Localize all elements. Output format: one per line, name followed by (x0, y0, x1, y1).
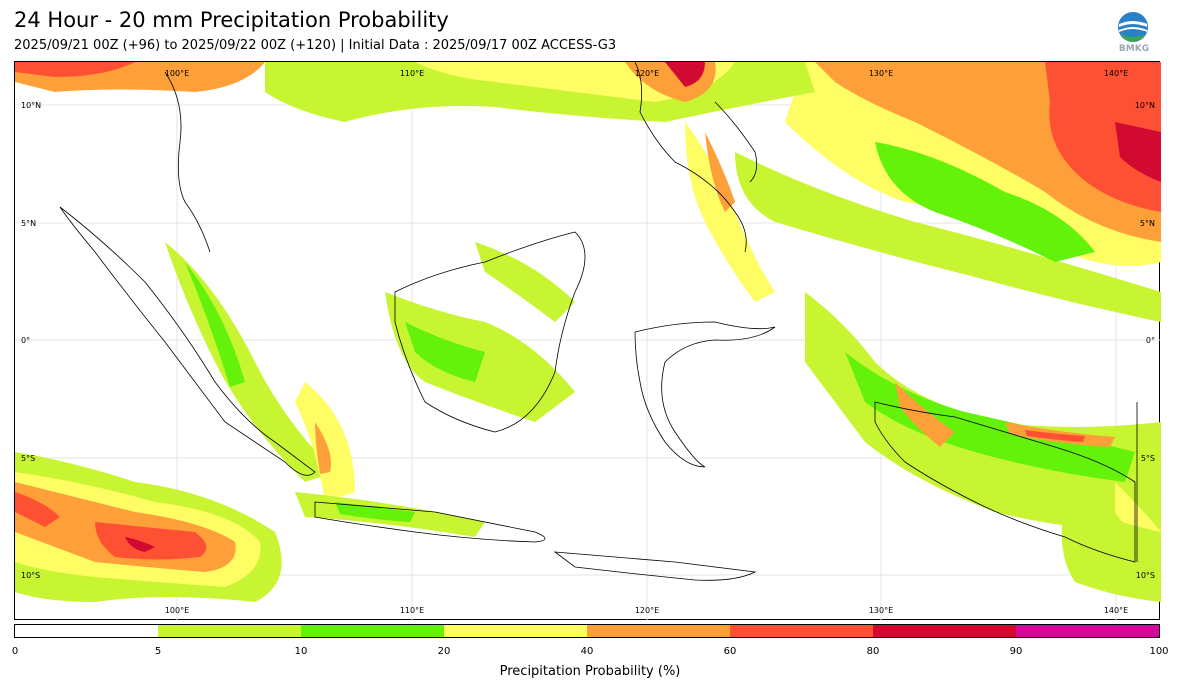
lon-label: 130°E (869, 69, 893, 78)
colorbar (14, 624, 1160, 638)
lon-labels-top: 100°E 110°E 120°E 130°E 140°E (165, 69, 1128, 78)
lat-label: 0° (21, 336, 30, 345)
colorbar-segment (1016, 625, 1159, 637)
lat-label: 10°N (1135, 101, 1155, 110)
lat-label: 10°S (1136, 571, 1155, 580)
colorbar-segment (158, 625, 301, 637)
lon-label: 110°E (400, 69, 424, 78)
colorbar-tick-label: 20 (437, 646, 451, 657)
lat-label: 5°S (1141, 454, 1155, 463)
lon-label: 140°E (1104, 69, 1128, 78)
colorbar-tick-label: 0 (11, 646, 19, 657)
colorbar-segment (301, 625, 444, 637)
colorbar-tick-label: 60 (723, 646, 737, 657)
colorbar-segment (587, 625, 730, 637)
colorbar-segment (873, 625, 1016, 637)
logo-text: BMKG (1118, 44, 1150, 54)
lat-labels-right: 10°N 5°N 0° 5°S 10°S (1135, 101, 1155, 580)
lat-label: 5°N (1140, 219, 1155, 228)
globe-logo-icon (1118, 12, 1148, 42)
lon-labels-bottom: 100°E 110°E 120°E 130°E 140°E (165, 606, 1128, 615)
lat-label: 0° (1146, 336, 1155, 345)
colorbar-tick-label: 10 (294, 646, 308, 657)
lon-label: 120°E (635, 69, 659, 78)
lon-label: 100°E (165, 606, 189, 615)
colorbar-tick-label: 80 (866, 646, 880, 657)
colorbar-label: Precipitation Probability (%) (499, 664, 681, 679)
map-title: 24 Hour - 20 mm Precipitation Probabilit… (14, 8, 449, 32)
colorbar-tick-label: 100 (1149, 646, 1169, 657)
precipitation-map: 100°E 110°E 120°E 130°E 140°E 100°E 110°… (14, 61, 1161, 621)
lon-label: 100°E (165, 69, 189, 78)
colorbar-tick-label: 5 (154, 646, 162, 657)
lat-label: 5°S (21, 454, 35, 463)
lon-label: 110°E (400, 606, 424, 615)
bmkg-logo: BMKG (1114, 10, 1154, 56)
colorbar-tick-label: 40 (580, 646, 594, 657)
colorbar-segment (444, 625, 587, 637)
lon-label: 120°E (635, 606, 659, 615)
lon-label: 130°E (869, 606, 893, 615)
precip-fields (15, 62, 1161, 602)
map-canvas: 100°E 110°E 120°E 130°E 140°E 100°E 110°… (15, 62, 1161, 621)
lat-label: 10°N (21, 101, 41, 110)
coastlines (59, 62, 1138, 581)
lon-label: 140°E (1104, 606, 1128, 615)
colorbar-segment (730, 625, 873, 637)
colorbar-segment (15, 625, 158, 637)
lat-label: 5°N (21, 219, 36, 228)
lat-label: 10°S (21, 571, 40, 580)
colorbar-tick-label: 90 (1009, 646, 1023, 657)
lat-labels-left: 10°N 5°N 0° 5°S 10°S (21, 101, 41, 580)
map-subtitle: 2025/09/21 00Z (+96) to 2025/09/22 00Z (… (14, 38, 617, 53)
